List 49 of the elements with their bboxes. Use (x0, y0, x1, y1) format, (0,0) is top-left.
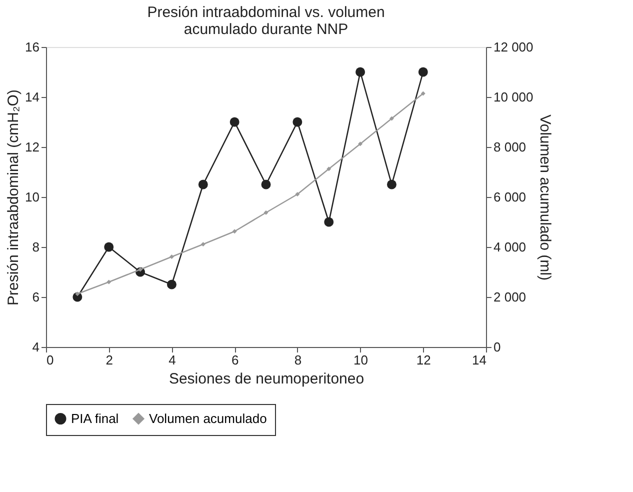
y2-tick-label: 0 (494, 340, 501, 354)
point (292, 117, 302, 127)
y2-tick-label: 6 000 (494, 190, 526, 204)
x-tick-label: 8 (294, 352, 302, 368)
y2-axis-title: Volumen acumulado (ml) (536, 114, 554, 280)
y-axis-title: Presión intraabdominal (cmH₂O) (5, 90, 22, 306)
x-tick-label: 4 (168, 352, 176, 368)
chart-title: Presión intraabdominal vs. volumen acumulado durante NNP (147, 4, 385, 38)
point (420, 91, 426, 96)
point (295, 192, 300, 196)
x-tick-label: 2 (106, 352, 113, 368)
x-tick-label: 14 (472, 352, 486, 368)
point (386, 180, 396, 190)
y2-tick-label: 8 000 (494, 140, 526, 154)
point (104, 242, 114, 252)
point (169, 254, 174, 259)
point (389, 116, 394, 121)
y2-tick-label: 10 000 (494, 90, 534, 104)
y2-tick-label: 4 000 (494, 240, 526, 254)
y-tick-label: 6 (32, 290, 40, 304)
x-tick-label: 10 (354, 352, 368, 368)
x-tick-label: 6 (231, 352, 239, 368)
y-tick-label: 4 (32, 340, 40, 354)
point (232, 229, 237, 234)
point (324, 217, 334, 227)
y-tick-label: 12 (25, 140, 40, 154)
point (264, 210, 268, 215)
y-tick-label: 8 (32, 240, 40, 254)
point (200, 242, 206, 246)
point (166, 280, 176, 290)
point (106, 280, 112, 284)
point (198, 180, 208, 190)
point (230, 117, 240, 127)
y-tick-label: 14 (25, 90, 40, 104)
point (326, 166, 332, 172)
y2-tick-label: 2 000 (494, 290, 526, 304)
legend-label: PIA final (71, 410, 119, 426)
point (418, 67, 428, 77)
y-tick-label: 16 (25, 40, 40, 54)
y2-tick-label: 12 000 (494, 40, 534, 54)
legend-label: Volumen acumulado (149, 410, 267, 426)
x-tick-label: 12 (416, 352, 431, 368)
x-tick-label: 0 (46, 352, 54, 368)
y-tick-label: 10 (25, 190, 40, 204)
x-axis-title: Sesiones de neumoperitoneo (168, 370, 364, 388)
point (358, 142, 363, 146)
point (75, 292, 80, 296)
point (356, 67, 366, 77)
point (261, 180, 271, 190)
